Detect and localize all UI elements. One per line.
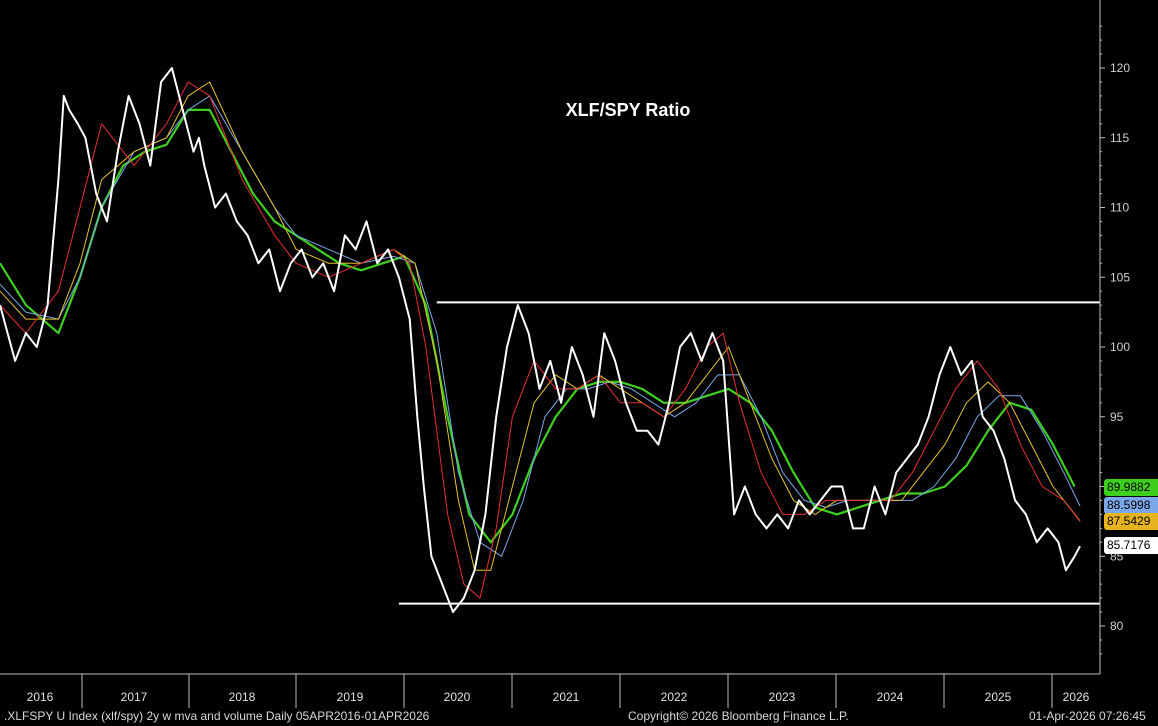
year-label: 2023 [769,690,796,704]
value-badge: 89.9882 [1104,479,1158,496]
footer-copyright: Copyright© 2026 Bloomberg Finance L.P. [628,709,849,723]
year-label: 2017 [121,690,148,704]
value-badge: 88.5998 [1104,497,1158,514]
y-axis: 80859095100105110115120 [1099,0,1130,674]
value-badge: 85.7176 [1104,537,1158,554]
year-label: 2024 [877,690,904,704]
y-tick-label: 100 [1110,340,1130,354]
series-line-1 [0,81,1081,599]
series-line-3 [0,95,1081,557]
year-label: 2019 [337,690,364,704]
footer-timestamp: 01-Apr-2026 07:26:45 [1029,709,1146,723]
y-tick-label: 110 [1110,201,1129,215]
y-tick-label: 95 [1110,410,1124,424]
year-label: 2021 [553,690,580,704]
year-label: 2020 [444,690,471,704]
y-tick-label: 115 [1110,131,1129,145]
y-tick-label: 80 [1110,619,1124,633]
x-axis: 2016 2017 2018 2019 2020 2021 2022 2023 2024 2025… [0,673,1100,708]
value-badge: 87.5429 [1104,513,1158,530]
year-label: 2025 [985,690,1012,704]
year-label: 2026 [1063,690,1090,704]
y-tick-label: 120 [1110,61,1130,75]
year-label: 2018 [229,690,256,704]
resistance-support-lines [398,301,1100,605]
series-line-4 [0,108,1076,544]
year-label: 2016 [27,690,54,704]
y-tick-label: 105 [1110,270,1130,284]
footer-security-info: .XLFSPY U Index (xlf/spy) 2y w mva and v… [4,709,430,723]
year-label: 2022 [661,690,688,704]
plot-lines [0,67,1081,613]
series-line-0 [0,67,1081,613]
chart-title: XLF/SPY Ratio [566,100,691,120]
